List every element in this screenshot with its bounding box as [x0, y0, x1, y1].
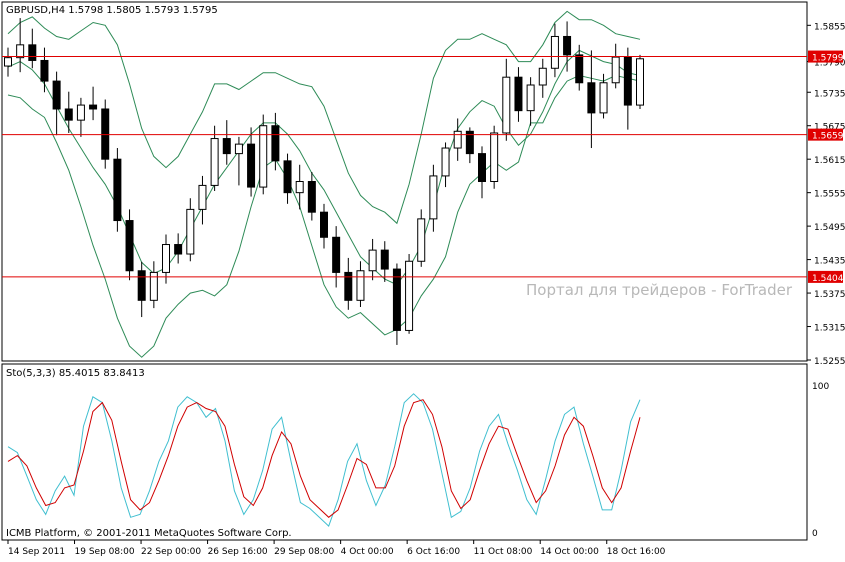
candle-body [454, 131, 461, 148]
candle-body [527, 85, 534, 111]
candle-body [393, 269, 400, 330]
candle-body [576, 55, 583, 83]
price-tick-label: 1.5495 [814, 223, 845, 233]
candle-body [90, 105, 97, 109]
candle-body [406, 261, 413, 330]
candle-body [624, 57, 631, 105]
price-tick-label: 1.5315 [814, 324, 845, 334]
price-tick-label: 1.5375 [814, 290, 845, 300]
candle-body [53, 81, 60, 109]
candle [260, 115, 267, 195]
time-tick-label: 19 Sep 08:00 [75, 547, 135, 557]
candle-body [539, 68, 546, 85]
price-tick-label: 1.5855 [814, 22, 845, 32]
price-tick-label: 1.5735 [814, 89, 845, 99]
time-tick-label: 22 Sep 00:00 [141, 547, 201, 557]
candle-body [163, 245, 170, 273]
candle-body [418, 219, 425, 261]
time-tick-label: 11 Oct 08:00 [474, 547, 533, 557]
candle-body [637, 59, 644, 105]
candle-body [17, 45, 24, 58]
stochastic-title: Sto(5,3,3) 85.4015 83.8413 [6, 368, 145, 379]
time-tick-label: 29 Sep 08:00 [274, 547, 334, 557]
candle-body [102, 109, 109, 159]
candle-body [491, 133, 498, 182]
price-tick-label: 1.5255 [814, 357, 845, 367]
candle [637, 55, 644, 109]
candle-body [235, 144, 242, 153]
candle-body [308, 182, 315, 213]
candle-body [600, 83, 607, 113]
stochastic-tick-label: 0 [812, 529, 818, 539]
candle-body [333, 237, 340, 272]
stochastic-tick-label: 100 [812, 382, 829, 392]
candle-body [175, 245, 182, 254]
candle-body [515, 77, 522, 110]
candle-body [442, 148, 449, 176]
time-tick-label: 6 Oct 16:00 [407, 547, 460, 557]
candle-body [65, 109, 72, 120]
candle-body [479, 154, 486, 182]
candle-body [272, 126, 279, 161]
candle-body [114, 159, 121, 220]
horizontal-line-label: 1.5799 [812, 54, 844, 64]
time-tick-label: 4 Oct 00:00 [341, 547, 394, 557]
candle-body [138, 271, 145, 301]
candle-body [126, 221, 133, 271]
candle-body [564, 36, 571, 54]
time-tick-label: 14 Sep 2011 [8, 547, 65, 557]
time-tick-label: 14 Oct 00:00 [540, 547, 599, 557]
horizontal-line-label: 1.5404 [812, 274, 844, 284]
candle-body [77, 105, 84, 120]
price-tick-label: 1.5555 [814, 190, 845, 200]
candle-body [321, 212, 328, 237]
candle-body [357, 271, 364, 301]
time-tick-label: 18 Oct 16:00 [607, 547, 666, 557]
candle-body [5, 58, 12, 66]
candle-body [211, 139, 218, 186]
horizontal-line-label: 1.5659 [812, 132, 844, 142]
candle-body [284, 161, 291, 193]
candle-body [296, 182, 303, 193]
candle-body [612, 57, 619, 83]
candle-body [503, 77, 510, 133]
candle-body [199, 185, 206, 209]
price-tick-label: 1.5435 [814, 257, 845, 267]
candle-body [588, 83, 595, 113]
candle-body [41, 60, 48, 81]
candle-body [248, 144, 255, 187]
candle [406, 254, 413, 334]
price-title: GBPUSD,H4 1.5798 1.5805 1.5793 1.5795 [6, 5, 218, 16]
copyright-text: ICMB Platform, © 2001-2011 MetaQuotes So… [6, 528, 292, 539]
candle [114, 148, 121, 232]
candle-body [430, 176, 437, 219]
time-tick-label: 26 Sep 16:00 [208, 547, 268, 557]
candle-body [223, 139, 230, 154]
candle [491, 126, 498, 189]
candle-body [29, 45, 36, 61]
candle-body [381, 250, 388, 269]
candle-body [551, 36, 558, 68]
candle-body [369, 250, 376, 271]
price-tick-label: 1.5615 [814, 156, 845, 166]
candle-body [187, 209, 194, 254]
candle [102, 100, 109, 169]
watermark: Портал для трейдеров - ForTrader [526, 281, 793, 299]
